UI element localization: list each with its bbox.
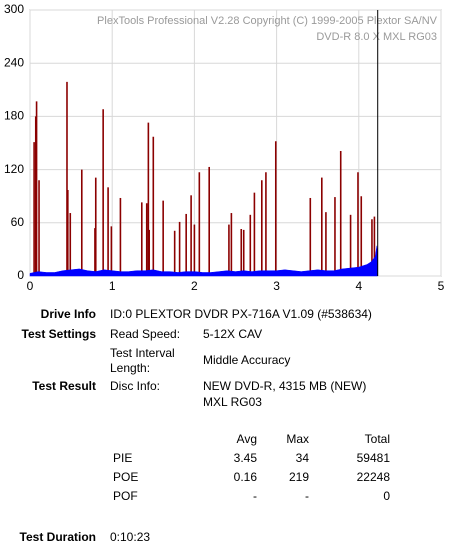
value: 5-12X CAV: [203, 327, 262, 341]
pie-area: [29, 245, 378, 277]
value: 0:10:23: [110, 530, 150, 544]
value: Middle Accuracy: [203, 353, 290, 367]
y-tick-label: 0: [17, 268, 24, 282]
row-label: POF: [113, 489, 138, 503]
y-tick-label: 300: [4, 2, 24, 16]
watermark: DVD-R 8.0 X MXL RG03: [316, 31, 437, 43]
col-header: Total: [365, 432, 390, 446]
label: Test Duration: [20, 530, 96, 544]
x-tick-label: 5: [438, 279, 445, 293]
y-tick-label: 180: [4, 109, 24, 123]
label: Test Settings: [22, 327, 97, 341]
label: Test Interval: [110, 346, 175, 360]
row-label: POE: [113, 470, 138, 484]
cell: 22248: [357, 470, 391, 484]
plot-area: [29, 9, 442, 277]
value: NEW DVD-R, 4315 MB (NEW): [203, 379, 366, 393]
y-tick-label: 240: [4, 55, 24, 69]
y-tick-label: 120: [4, 162, 24, 176]
cell: 0: [383, 489, 390, 503]
label: Length:: [110, 361, 150, 375]
value: ID:0 PLEXTOR DVDR PX-716A V1.09 (#538634…: [110, 307, 372, 321]
cell: -: [253, 489, 257, 503]
x-tick-label: 3: [273, 279, 280, 293]
row-label: PIE: [113, 451, 132, 465]
cell: 0.16: [234, 470, 258, 484]
y-tick-label: 60: [11, 215, 25, 229]
col-header: Max: [286, 432, 309, 446]
label: Drive Info: [41, 307, 96, 321]
cell: 219: [289, 470, 309, 484]
col-header: Avg: [237, 432, 257, 446]
value: MXL RG03: [203, 395, 262, 409]
x-tick-label: 1: [109, 279, 116, 293]
cell: 3.45: [234, 451, 258, 465]
x-tick-label: 2: [191, 279, 198, 293]
label: Disc Info:: [110, 379, 160, 393]
x-tick-label: 0: [27, 279, 34, 293]
label: Read Speed:: [110, 327, 180, 341]
x-tick-label: 4: [355, 279, 362, 293]
cell: -: [305, 489, 309, 503]
cell: 34: [296, 451, 310, 465]
cell: 59481: [357, 451, 391, 465]
watermark: PlexTools Professional V2.28 Copyright (…: [97, 15, 438, 27]
label: Test Result: [32, 379, 96, 393]
